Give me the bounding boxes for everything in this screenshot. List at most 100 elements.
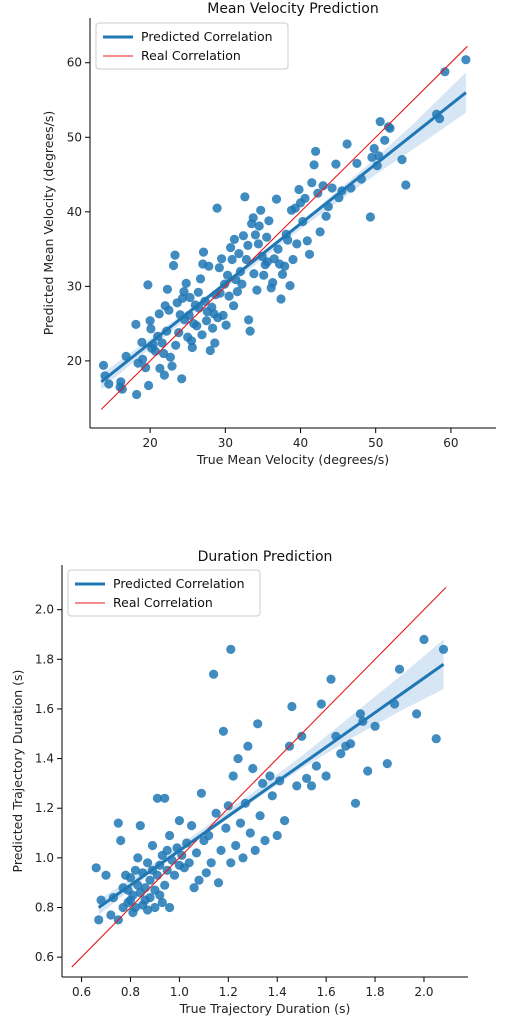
chart1-data-point: [188, 343, 197, 352]
chart1-data-point: [143, 280, 152, 289]
chart1-data-point: [276, 294, 285, 303]
chart2-y-axis-label: Predicted Trajectory Duration (s): [10, 670, 25, 873]
chart1-data-point: [461, 55, 470, 64]
chart1-data-point: [138, 355, 147, 364]
chart2-data-point: [258, 779, 267, 788]
chart1-data-point: [182, 279, 191, 288]
chart1-data-point: [239, 231, 248, 240]
chart1-data-point: [204, 262, 213, 271]
chart1-data-point: [307, 178, 316, 187]
chart2-data-point: [246, 828, 255, 837]
chart1-data-point: [300, 194, 309, 203]
chart2-data-point: [371, 722, 380, 731]
chart1-data-point: [262, 233, 271, 242]
chart2-data-point: [209, 670, 218, 679]
chart1-data-point: [171, 341, 180, 350]
chart2-data-point: [243, 742, 252, 751]
chart1-title: Mean Velocity Prediction: [207, 1, 379, 17]
chart2-data-point: [351, 799, 360, 808]
chart2-group: Duration Prediction0.6 0.8 1.0 1.2 1.4 1.6 1.8…: [10, 549, 468, 1016]
chart1-data-point: [199, 248, 208, 257]
chart2-data-point: [236, 819, 245, 828]
chart1-data-point: [251, 230, 260, 239]
chart2-data-point: [265, 771, 274, 780]
chart1-data-point: [310, 160, 319, 169]
chart2-title: Duration Prediction: [198, 549, 333, 565]
chart1-data-point: [331, 160, 340, 169]
chart1-data-point: [252, 286, 261, 295]
chart1-x-tick-label: 40: [293, 436, 308, 450]
chart2-data-point: [326, 675, 335, 684]
chart1-data-point: [197, 330, 206, 339]
chart1-data-point: [210, 338, 219, 347]
chart2-x-tick-label: 1.0: [170, 985, 189, 999]
chart1-x-tick-label: 50: [368, 436, 383, 450]
chart1-data-point: [352, 159, 361, 168]
chart2-data-point: [273, 831, 282, 840]
chart2-legend-label-real: Real Correlation: [113, 595, 213, 610]
chart1-data-point: [229, 301, 238, 310]
chart2-y-tick-label: 1.8: [35, 652, 54, 666]
chart2-data-point: [256, 811, 265, 820]
chart1-data-point: [185, 293, 194, 302]
chart1-legend-label-predicted: Predicted Correlation: [141, 29, 273, 44]
chart2-x-tick-label: 0.8: [121, 985, 140, 999]
chart2-data-point: [133, 853, 142, 862]
chart1-data-point: [376, 117, 385, 126]
chart2-y-tick-label: 1.4: [35, 752, 54, 766]
chart1-data-point: [160, 371, 169, 380]
chart1-data-point: [192, 321, 201, 330]
chart1-data-point: [240, 192, 249, 201]
chart1-data-point: [169, 261, 178, 270]
chart1-data-point: [288, 255, 297, 264]
chart1-data-point: [292, 239, 301, 248]
chart2-data-point: [207, 858, 216, 867]
chart1-y-tick-label: 20: [67, 354, 82, 368]
chart2-data-point: [432, 734, 441, 743]
chart2-data-point: [412, 709, 421, 718]
chart2-data-point: [226, 858, 235, 867]
chart1-data-point: [272, 195, 281, 204]
chart2-y-tick-label: 2.0: [35, 603, 54, 617]
chart2-data-point: [251, 846, 260, 855]
chart2-data-point: [287, 702, 296, 711]
chart1-data-point: [305, 250, 314, 259]
chart1-data-point: [166, 353, 175, 362]
chart1-data-point: [202, 316, 211, 325]
chart1-data-point: [141, 363, 150, 372]
chart1-data-point: [132, 390, 141, 399]
chart1-x-tick-label: 30: [218, 436, 233, 450]
chart1-data-point: [343, 139, 352, 148]
chart1-y-tick-label: 60: [67, 56, 82, 70]
chart1-data-point: [380, 136, 389, 145]
chart2-data-point: [238, 853, 247, 862]
chart2-y-tick-label: 0.8: [35, 901, 54, 915]
chart1-data-point: [254, 239, 263, 248]
chart2-data-point: [419, 635, 428, 644]
chart2-data-point: [229, 771, 238, 780]
chart2-x-axis-label: True Trajectory Duration (s): [179, 1001, 351, 1016]
chart1-data-point: [146, 324, 155, 333]
chart1-data-point: [226, 243, 235, 252]
chart1-data-point: [313, 189, 322, 198]
chart1-data-point: [322, 212, 331, 221]
chart2-data-point: [307, 781, 316, 790]
chart2-data-point: [363, 766, 372, 775]
chart1-data-point: [385, 124, 394, 133]
chart2-data-point: [395, 665, 404, 674]
chart1-data-point: [268, 278, 277, 287]
chart2-data-point: [439, 645, 448, 654]
chart2-data-point: [185, 858, 194, 867]
chart2-data-point: [165, 903, 174, 912]
chart2-y-tick-label: 1.6: [35, 702, 54, 716]
chart1-data-point: [164, 306, 173, 315]
chart1-data-point: [167, 362, 176, 371]
chart1-data-point: [255, 221, 264, 230]
chart2-x-tick-label: 1.6: [317, 985, 336, 999]
chart1-group: Mean Velocity Prediction 20 30 40 50 60 20 30 40…: [41, 1, 496, 467]
chart1-data-point: [219, 311, 228, 320]
chart2-data-point: [148, 841, 157, 850]
chart2-data-point: [212, 809, 221, 818]
chart1-y-tick-label: 30: [67, 279, 82, 293]
